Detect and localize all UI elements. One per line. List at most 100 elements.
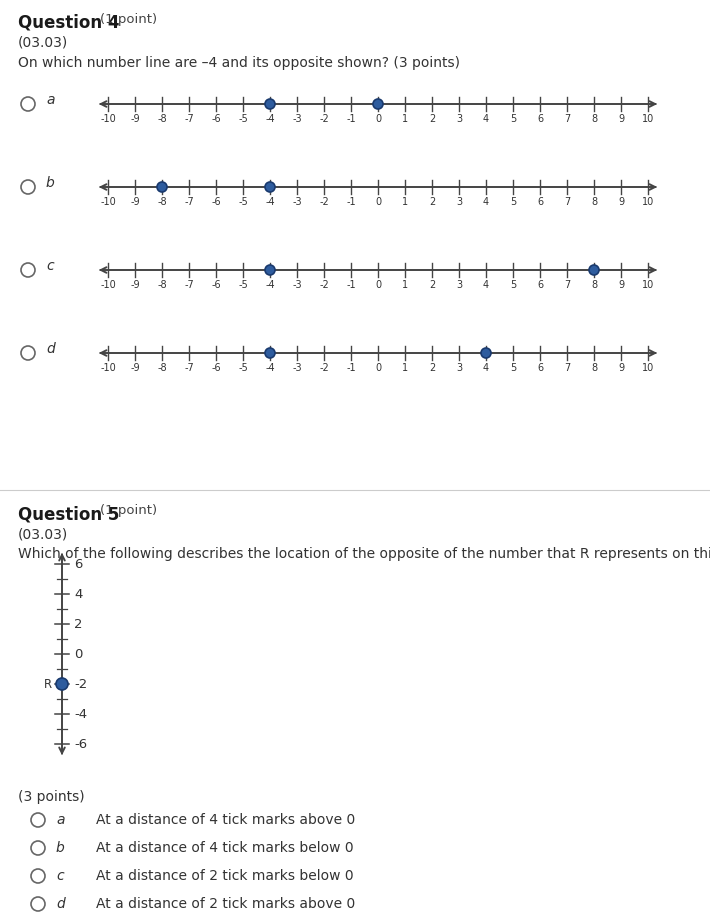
Text: 7: 7: [564, 280, 570, 290]
Text: -1: -1: [346, 114, 356, 124]
Text: -2: -2: [74, 677, 87, 690]
Text: -9: -9: [130, 197, 140, 207]
Text: c: c: [46, 259, 54, 273]
Text: -9: -9: [130, 280, 140, 290]
Text: At a distance of 2 tick marks below 0: At a distance of 2 tick marks below 0: [96, 869, 354, 883]
Text: -1: -1: [346, 363, 356, 373]
Text: 8: 8: [591, 363, 597, 373]
Text: 2: 2: [429, 280, 435, 290]
Text: -5: -5: [238, 363, 248, 373]
Text: -4: -4: [266, 114, 275, 124]
Text: 4: 4: [483, 114, 489, 124]
Circle shape: [265, 99, 275, 109]
Text: a: a: [46, 93, 55, 107]
Text: 5: 5: [510, 114, 516, 124]
Text: 1: 1: [402, 114, 408, 124]
Text: At a distance of 4 tick marks above 0: At a distance of 4 tick marks above 0: [96, 813, 355, 827]
Circle shape: [157, 182, 167, 192]
Text: d: d: [56, 897, 65, 911]
Text: 10: 10: [642, 363, 654, 373]
Circle shape: [589, 265, 599, 275]
Text: 1: 1: [402, 280, 408, 290]
Text: -3: -3: [293, 114, 302, 124]
Text: 10: 10: [642, 197, 654, 207]
Circle shape: [21, 346, 35, 360]
Text: 5: 5: [510, 280, 516, 290]
Text: (3 points): (3 points): [18, 790, 84, 804]
Text: 5: 5: [510, 197, 516, 207]
Text: -8: -8: [157, 197, 167, 207]
Text: 10: 10: [642, 114, 654, 124]
Circle shape: [21, 263, 35, 277]
Text: d: d: [46, 342, 55, 356]
Text: Question 5: Question 5: [18, 505, 119, 523]
Text: 6: 6: [74, 557, 82, 570]
Text: 2: 2: [429, 363, 435, 373]
Circle shape: [31, 813, 45, 827]
Text: (03.03): (03.03): [18, 36, 68, 50]
Text: 2: 2: [429, 197, 435, 207]
Text: 0: 0: [74, 648, 82, 661]
Text: -2: -2: [319, 114, 329, 124]
Text: 0: 0: [375, 114, 381, 124]
Text: 1: 1: [402, 363, 408, 373]
Text: 5: 5: [510, 363, 516, 373]
Circle shape: [31, 869, 45, 883]
Text: -2: -2: [319, 363, 329, 373]
Text: -4: -4: [266, 363, 275, 373]
Text: At a distance of 4 tick marks below 0: At a distance of 4 tick marks below 0: [96, 841, 354, 855]
Text: -10: -10: [100, 197, 116, 207]
Text: 0: 0: [375, 280, 381, 290]
Text: -1: -1: [346, 197, 356, 207]
Text: 4: 4: [483, 363, 489, 373]
Text: -7: -7: [184, 114, 194, 124]
Text: -4: -4: [74, 708, 87, 721]
Text: b: b: [56, 841, 65, 855]
Text: 7: 7: [564, 363, 570, 373]
Text: -7: -7: [184, 197, 194, 207]
Text: 6: 6: [537, 197, 543, 207]
Text: -10: -10: [100, 280, 116, 290]
Text: -6: -6: [211, 197, 221, 207]
Text: -7: -7: [184, 363, 194, 373]
Text: -1: -1: [346, 280, 356, 290]
Text: -2: -2: [319, 197, 329, 207]
Text: 6: 6: [537, 363, 543, 373]
Text: -10: -10: [100, 363, 116, 373]
Text: 7: 7: [564, 197, 570, 207]
Text: 3: 3: [456, 197, 462, 207]
Text: b: b: [46, 176, 55, 190]
Text: -8: -8: [157, 114, 167, 124]
Text: -3: -3: [293, 197, 302, 207]
Text: 3: 3: [456, 280, 462, 290]
Text: 0: 0: [375, 197, 381, 207]
Text: 8: 8: [591, 114, 597, 124]
Circle shape: [265, 348, 275, 358]
Text: -5: -5: [238, 114, 248, 124]
Text: 4: 4: [483, 280, 489, 290]
Text: c: c: [56, 869, 64, 883]
Text: 7: 7: [564, 114, 570, 124]
Text: -8: -8: [157, 280, 167, 290]
Circle shape: [265, 265, 275, 275]
Text: 0: 0: [375, 363, 381, 373]
Text: Which of the following describes the location of the opposite of the number that: Which of the following describes the loc…: [18, 547, 710, 561]
Text: 9: 9: [618, 114, 624, 124]
Circle shape: [31, 897, 45, 911]
Circle shape: [56, 678, 68, 690]
Text: 3: 3: [456, 114, 462, 124]
Text: -9: -9: [130, 114, 140, 124]
Circle shape: [481, 348, 491, 358]
Text: -6: -6: [74, 737, 87, 750]
Circle shape: [21, 97, 35, 111]
Text: 4: 4: [483, 197, 489, 207]
Text: -5: -5: [238, 197, 248, 207]
Text: a: a: [56, 813, 65, 827]
Text: 4: 4: [74, 588, 82, 601]
Text: 6: 6: [537, 280, 543, 290]
Text: 1: 1: [402, 197, 408, 207]
Text: -8: -8: [157, 363, 167, 373]
Text: -6: -6: [211, 114, 221, 124]
Text: -3: -3: [293, 280, 302, 290]
Text: (03.03): (03.03): [18, 527, 68, 541]
